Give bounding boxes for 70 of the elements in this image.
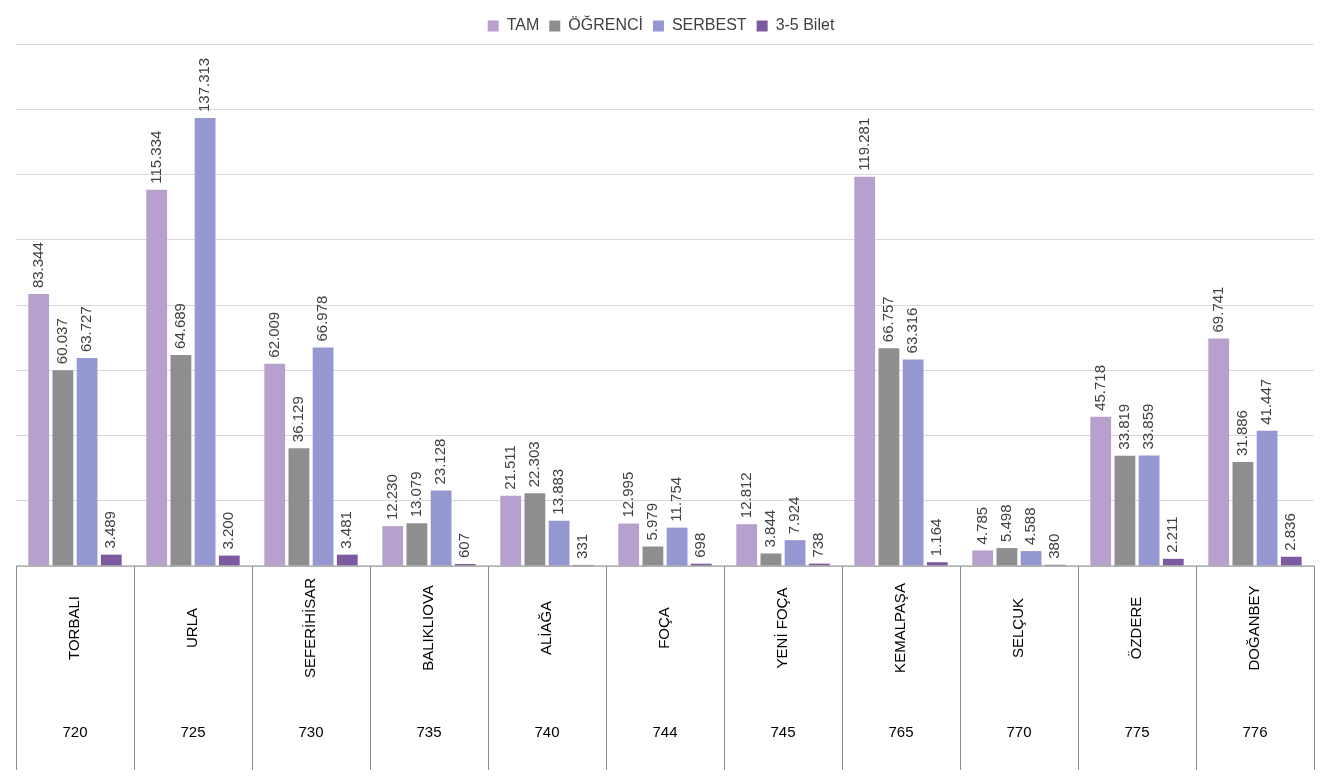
legend-label: 3-5 Bilet xyxy=(775,16,835,34)
data-label: 1.164 xyxy=(927,518,945,557)
data-label: 331 xyxy=(573,533,591,559)
data-label: 12.230 xyxy=(382,474,400,521)
data-label: 45.718 xyxy=(1090,364,1108,411)
x-tick-label: ALİAĞA xyxy=(537,600,555,656)
text: 740 xyxy=(534,723,560,741)
data-label: 13.079 xyxy=(407,471,425,518)
data-label: 64.689 xyxy=(171,303,189,349)
data-label: 7.924 xyxy=(785,496,803,535)
text: 720 xyxy=(62,723,88,741)
data-label: 33.859 xyxy=(1139,403,1157,450)
x-tick-label: TORBALI xyxy=(65,596,83,660)
x-tick-label: YENİ FOÇA xyxy=(773,587,791,669)
data-label: 698 xyxy=(691,532,709,558)
data-label: 738 xyxy=(809,532,827,558)
text: 770 xyxy=(1006,723,1032,741)
data-label: 23.128 xyxy=(431,438,449,485)
data-label: 137.313 xyxy=(195,57,213,113)
data-label: 3.200 xyxy=(219,512,237,550)
data-label: 115.334 xyxy=(146,130,164,184)
data-label: 11.754 xyxy=(667,476,685,522)
text: 744 xyxy=(652,723,678,741)
data-label: 63.727 xyxy=(77,306,95,353)
x-tick-label: SELÇUK xyxy=(1009,597,1027,659)
text: 776 xyxy=(1242,723,1268,741)
data-label: 21.511 xyxy=(500,445,518,490)
data-label: 41.447 xyxy=(1257,378,1275,425)
data-label: 83.344 xyxy=(28,242,46,289)
data-label: 62.009 xyxy=(264,311,282,358)
text: 775 xyxy=(1124,723,1150,741)
data-label: 33.819 xyxy=(1115,403,1133,450)
data-label: 63.316 xyxy=(903,307,921,354)
data-label: 36.129 xyxy=(289,396,307,443)
data-label: 66.757 xyxy=(879,296,897,343)
data-label: 119.281 xyxy=(854,117,872,171)
data-label: 60.037 xyxy=(53,318,71,365)
x-tick-label: SEFERİHİSAR xyxy=(301,577,319,679)
data-label: 2.836 xyxy=(1281,513,1299,551)
data-label: 3.844 xyxy=(761,509,779,548)
x-tick-label: BALIKLIOVA xyxy=(419,585,437,671)
data-label: 66.978 xyxy=(313,295,331,342)
data-label: 380 xyxy=(1045,533,1063,559)
data-label: 13.883 xyxy=(549,468,567,515)
x-tick-label: KEMALPAŞA xyxy=(891,583,909,673)
text: 735 xyxy=(416,723,442,741)
data-label: 2.211 xyxy=(1163,516,1181,553)
data-label: 4.785 xyxy=(972,506,990,545)
legend-label: TAM xyxy=(506,16,540,34)
text: 725 xyxy=(180,723,206,741)
data-label: 12.995 xyxy=(618,471,636,518)
legend-label: ÖĞRENCİ xyxy=(568,15,643,34)
data-label: 607 xyxy=(455,532,473,559)
text: 745 xyxy=(770,723,796,741)
x-tick-label: FOÇA xyxy=(655,607,673,649)
data-label: 5.498 xyxy=(997,504,1015,543)
data-label: 12.812 xyxy=(736,472,754,519)
data-label: 3.481 xyxy=(337,511,355,549)
data-label: 4.588 xyxy=(1021,507,1039,546)
data-label: 3.489 xyxy=(101,511,119,549)
legend-label: SERBEST xyxy=(671,16,747,34)
x-tick-label: URLA xyxy=(183,607,201,649)
text: 765 xyxy=(888,723,914,741)
data-label: 5.979 xyxy=(643,502,661,541)
text: 730 xyxy=(298,723,324,741)
x-tick-label: DOĞANBEY xyxy=(1245,585,1263,671)
data-label: 69.741 xyxy=(1208,286,1226,333)
x-tick-label: ÖZDERE xyxy=(1127,596,1145,660)
data-label: 22.303 xyxy=(525,441,543,488)
data-label: 31.886 xyxy=(1233,410,1251,456)
